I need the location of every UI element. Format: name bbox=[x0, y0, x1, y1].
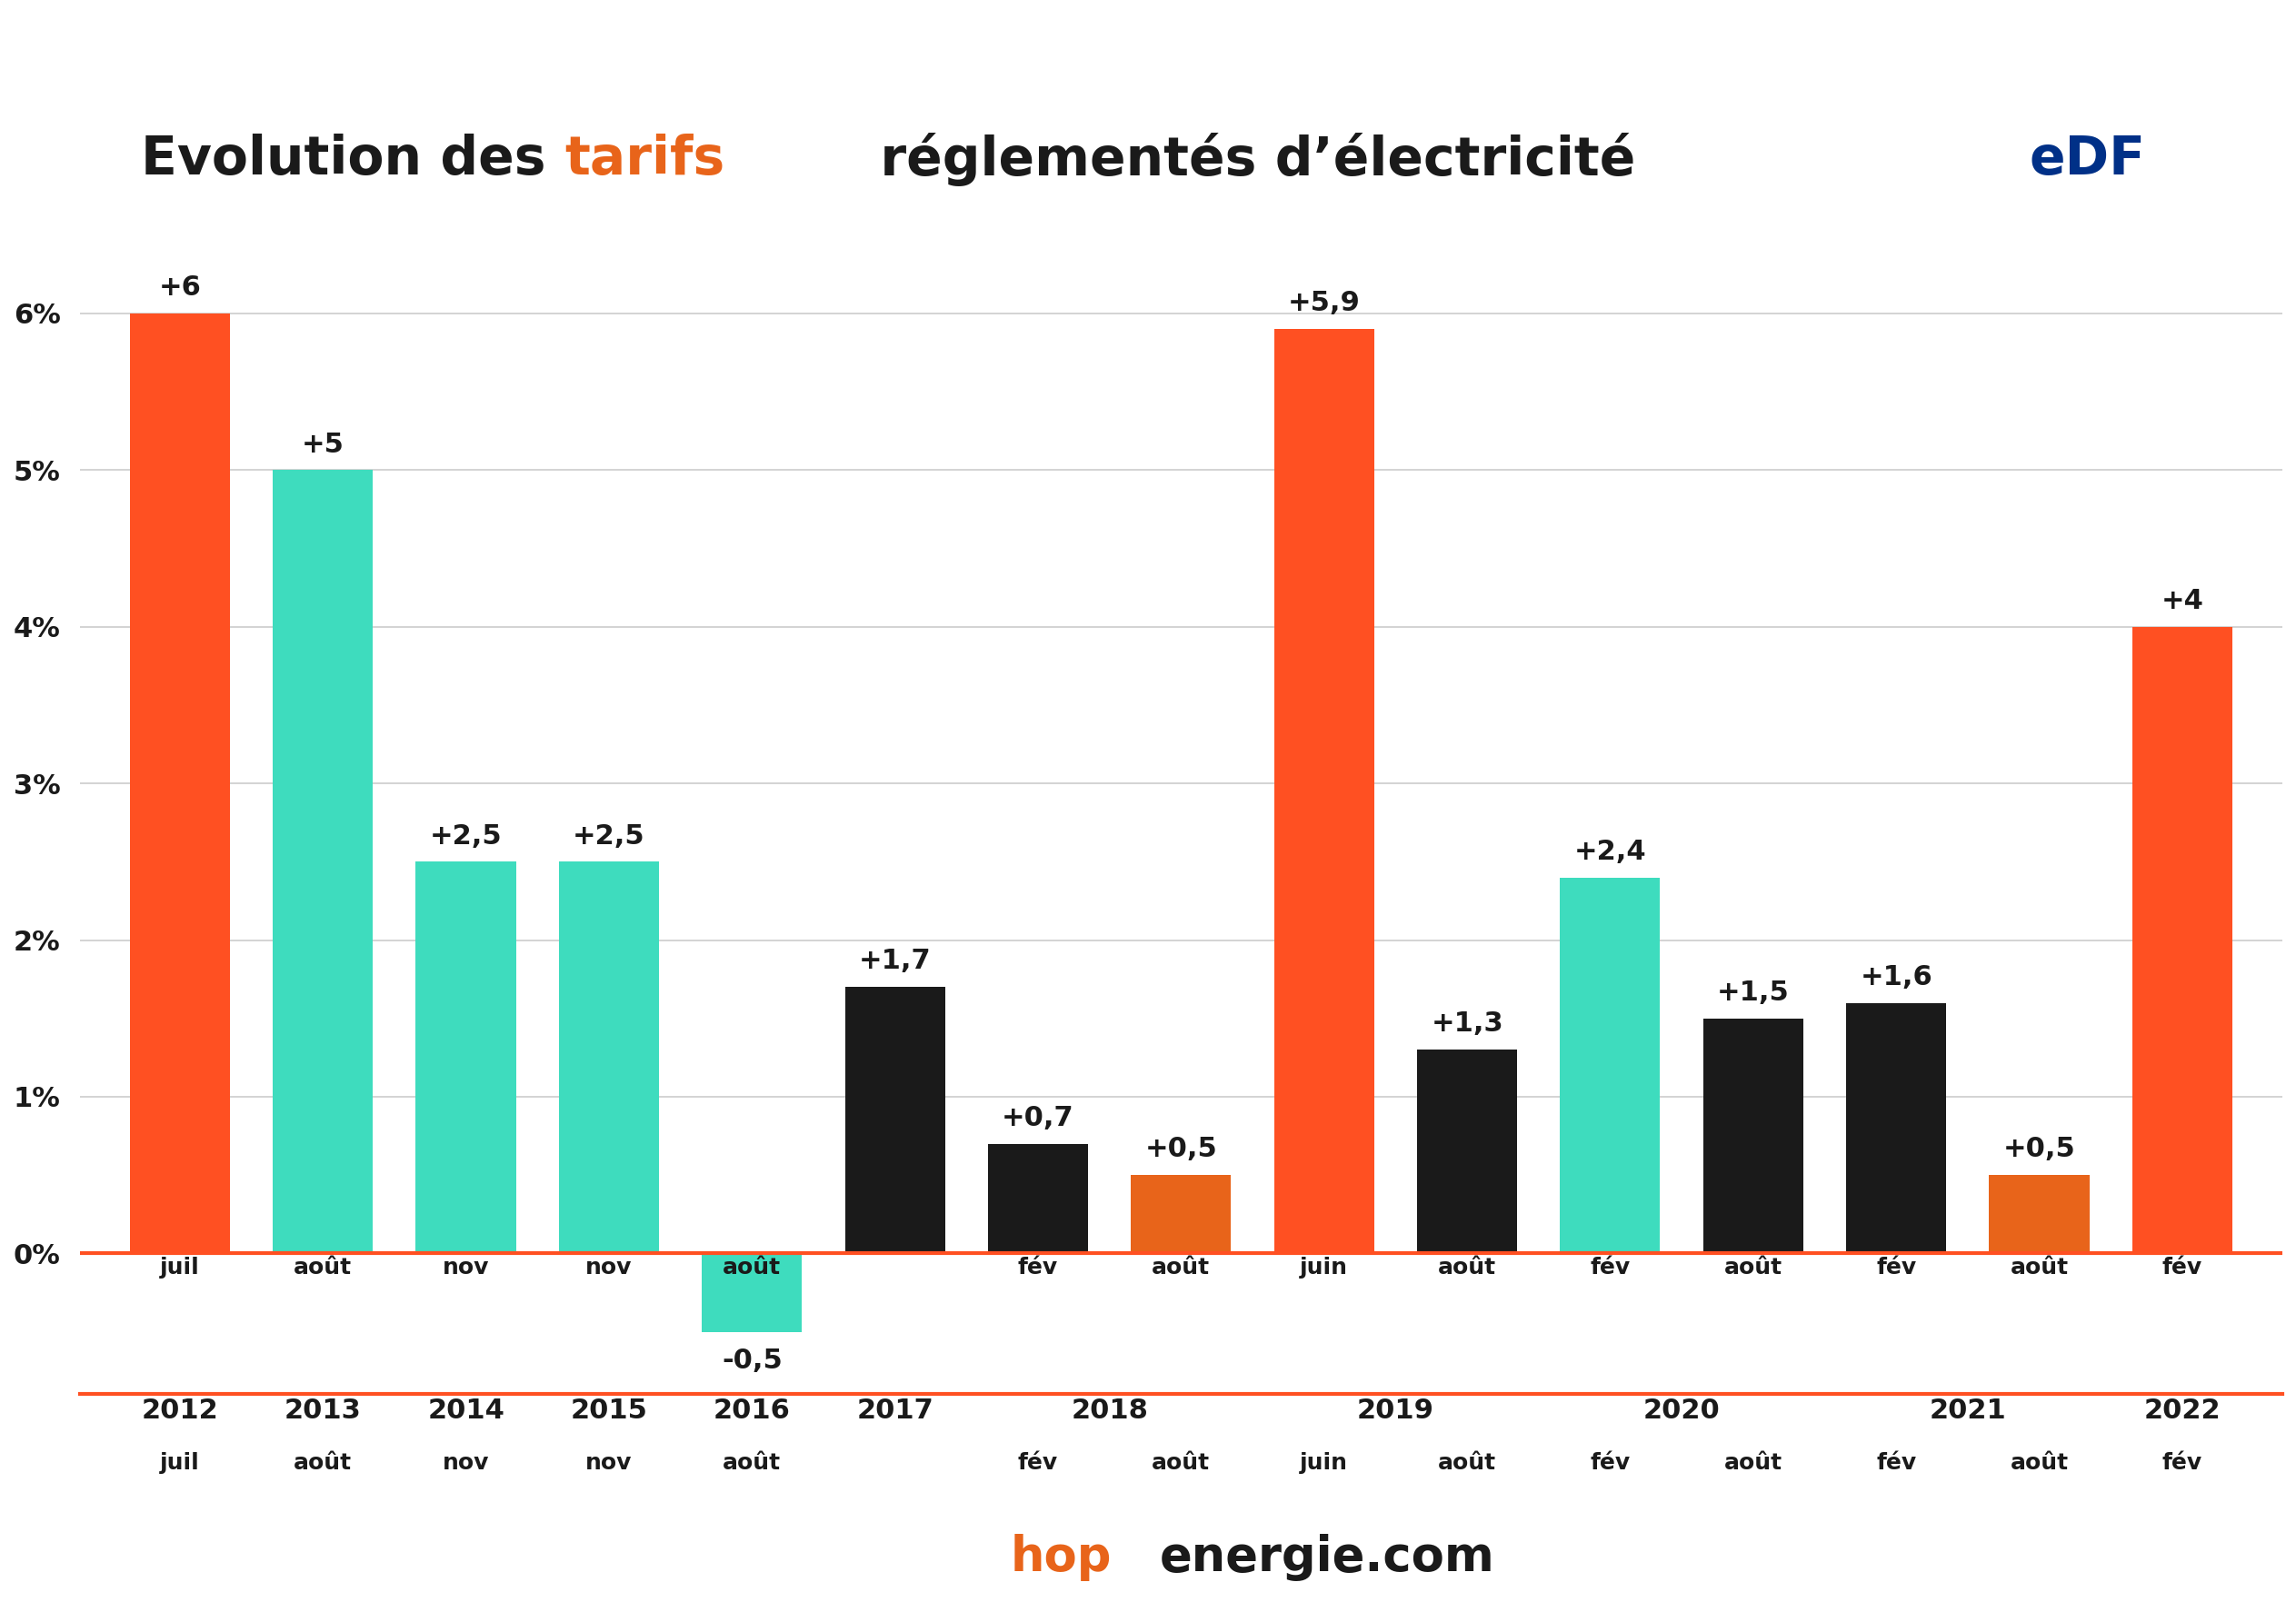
Text: réglementés d’électricité: réglementés d’électricité bbox=[861, 133, 1635, 187]
Bar bbox=[1132, 1174, 1231, 1254]
Text: hop: hop bbox=[1010, 1533, 1111, 1581]
Text: +0,7: +0,7 bbox=[1001, 1105, 1075, 1131]
Text: nov: nov bbox=[585, 1452, 631, 1474]
Text: fév: fév bbox=[1876, 1452, 1917, 1474]
Text: nov: nov bbox=[585, 1257, 631, 1278]
Text: +1,3: +1,3 bbox=[1430, 1011, 1504, 1036]
Bar bbox=[1704, 1019, 1802, 1254]
Bar bbox=[1274, 329, 1373, 1254]
Text: energie.com: energie.com bbox=[1159, 1533, 1495, 1581]
Text: fév: fév bbox=[1591, 1452, 1630, 1474]
Text: +2,5: +2,5 bbox=[429, 822, 503, 850]
Text: 2017: 2017 bbox=[856, 1398, 934, 1424]
Text: 2021: 2021 bbox=[1929, 1398, 2007, 1424]
Text: août: août bbox=[1153, 1257, 1210, 1278]
Text: nov: nov bbox=[443, 1452, 489, 1474]
Text: 2018: 2018 bbox=[1070, 1398, 1148, 1424]
Text: +6: +6 bbox=[158, 274, 202, 302]
Text: +1,7: +1,7 bbox=[859, 949, 932, 975]
Bar bbox=[558, 861, 659, 1254]
Text: +2,5: +2,5 bbox=[572, 822, 645, 850]
Bar bbox=[273, 470, 372, 1254]
Text: juil: juil bbox=[161, 1257, 200, 1278]
Text: août: août bbox=[294, 1452, 351, 1474]
Text: août: août bbox=[723, 1452, 781, 1474]
Text: fév: fév bbox=[1017, 1257, 1058, 1278]
Text: +1,6: +1,6 bbox=[1860, 963, 1933, 989]
Text: août: août bbox=[723, 1257, 781, 1278]
Text: fév: fév bbox=[1591, 1257, 1630, 1278]
Text: 2022: 2022 bbox=[2144, 1398, 2220, 1424]
Text: nov: nov bbox=[443, 1257, 489, 1278]
Text: 2012: 2012 bbox=[142, 1398, 218, 1424]
Text: août: août bbox=[1437, 1452, 1497, 1474]
Text: eDF: eDF bbox=[2030, 135, 2144, 185]
Text: fév: fév bbox=[2163, 1257, 2202, 1278]
Text: août: août bbox=[1724, 1257, 1782, 1278]
Text: août: août bbox=[1153, 1452, 1210, 1474]
Text: +1,5: +1,5 bbox=[1717, 980, 1789, 1006]
Text: -0,5: -0,5 bbox=[721, 1348, 783, 1374]
Bar bbox=[2133, 626, 2232, 1254]
Text: +4: +4 bbox=[2161, 587, 2204, 615]
Text: 2015: 2015 bbox=[569, 1398, 647, 1424]
Text: juil: juil bbox=[161, 1452, 200, 1474]
Bar bbox=[1559, 878, 1660, 1254]
Bar bbox=[416, 861, 517, 1254]
Bar bbox=[131, 313, 230, 1254]
Text: +0,5: +0,5 bbox=[1146, 1135, 1217, 1163]
Text: +5: +5 bbox=[301, 431, 344, 457]
Text: août: août bbox=[1437, 1257, 1497, 1278]
Text: 2019: 2019 bbox=[1357, 1398, 1435, 1424]
Text: Evolution des: Evolution des bbox=[140, 135, 565, 185]
Bar bbox=[1846, 1002, 1947, 1254]
Text: août: août bbox=[2009, 1257, 2069, 1278]
Text: août: août bbox=[1724, 1452, 1782, 1474]
Text: juin: juin bbox=[1300, 1257, 1348, 1278]
Text: tarifs: tarifs bbox=[565, 135, 726, 185]
Text: fév: fév bbox=[2163, 1452, 2202, 1474]
Bar bbox=[1988, 1174, 2089, 1254]
Bar bbox=[987, 1144, 1088, 1254]
Text: 2014: 2014 bbox=[427, 1398, 505, 1424]
Text: 2020: 2020 bbox=[1644, 1398, 1720, 1424]
Bar bbox=[703, 1254, 801, 1332]
Text: août: août bbox=[2009, 1452, 2069, 1474]
Bar bbox=[1417, 1049, 1518, 1254]
Text: +5,9: +5,9 bbox=[1288, 290, 1359, 316]
Bar bbox=[845, 988, 946, 1254]
Text: fév: fév bbox=[1876, 1257, 1917, 1278]
Text: août: août bbox=[294, 1257, 351, 1278]
Text: 2016: 2016 bbox=[714, 1398, 790, 1424]
Text: juin: juin bbox=[1300, 1452, 1348, 1474]
Text: 2013: 2013 bbox=[285, 1398, 360, 1424]
Text: +2,4: +2,4 bbox=[1575, 839, 1646, 865]
Text: fév: fév bbox=[1017, 1452, 1058, 1474]
Text: +0,5: +0,5 bbox=[2002, 1135, 2076, 1163]
